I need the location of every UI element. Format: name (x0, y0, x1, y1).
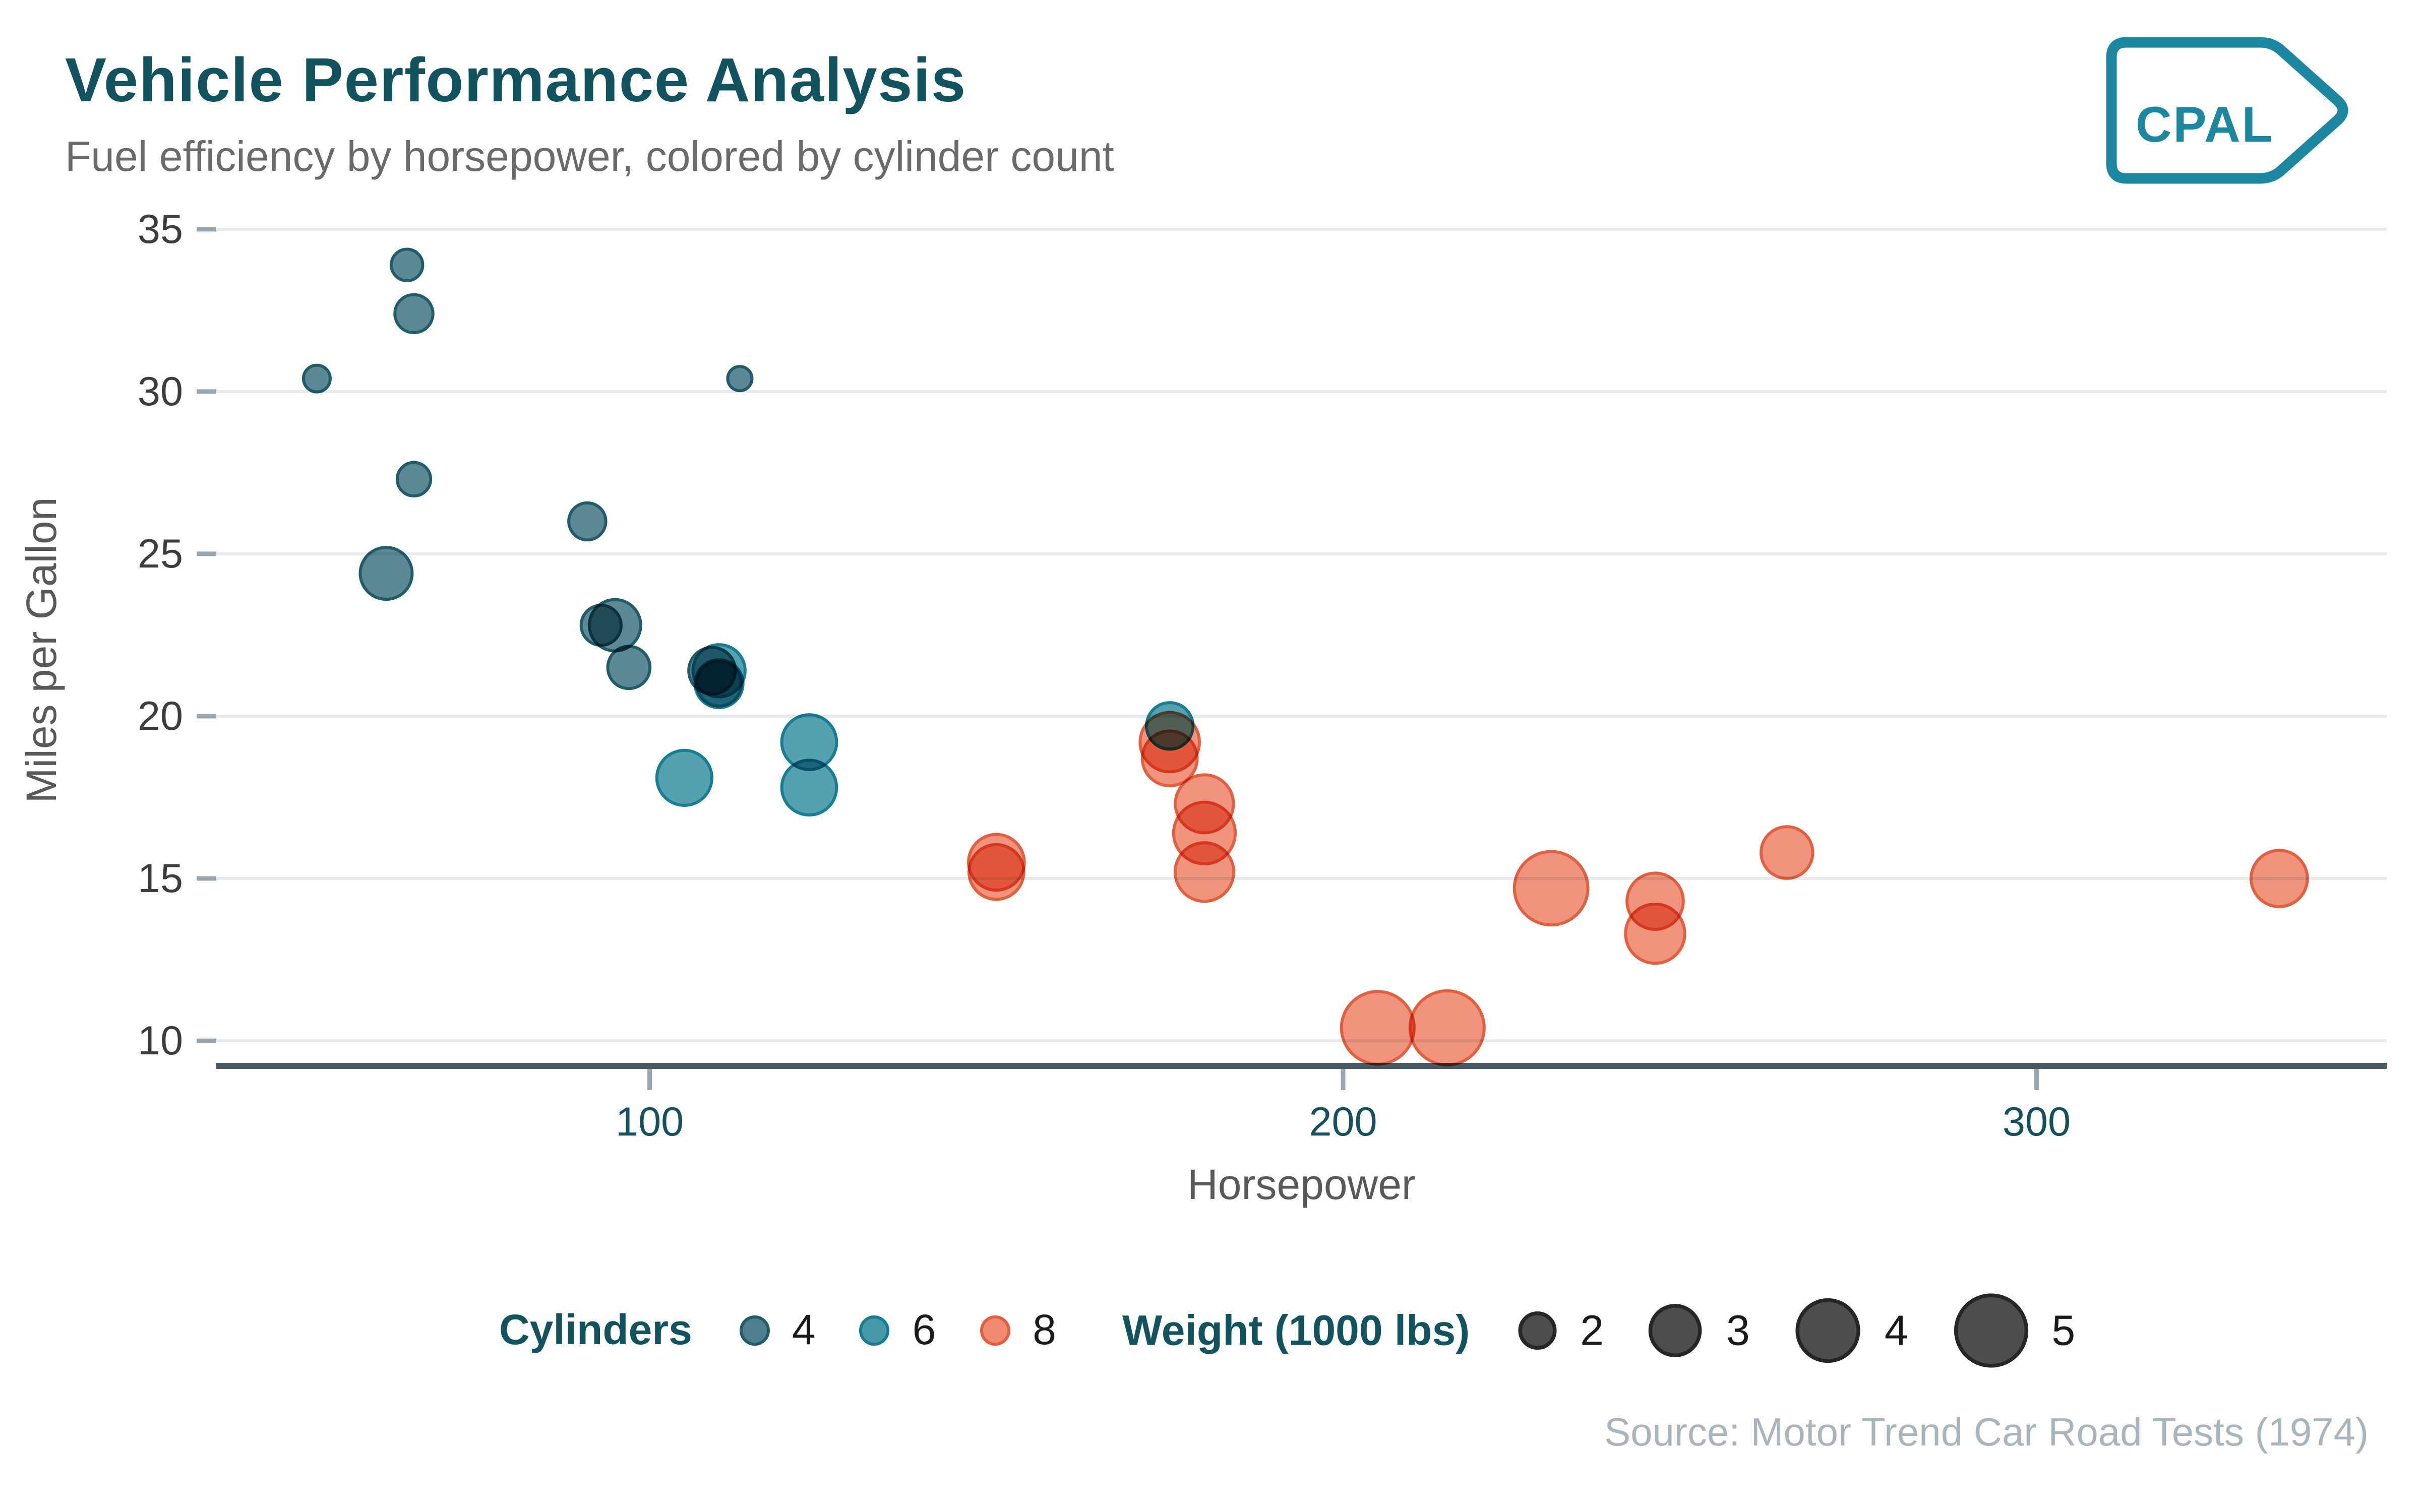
weight-2-circle-icon (1518, 1311, 1556, 1350)
data-point (567, 501, 608, 542)
cylinders-legend-label: 4 (792, 1306, 816, 1353)
data-point (1760, 825, 1814, 880)
data-point (587, 598, 642, 653)
data-point (1408, 989, 1486, 1066)
cylinder-6-dot (859, 1315, 890, 1346)
x-tick-label: 300 (2003, 1099, 2071, 1145)
data-point (1173, 841, 1236, 903)
weight-legend: Weight (1000 lbs) 2 3 4 5 (1122, 1291, 2118, 1371)
data-point (1624, 902, 1686, 965)
weight-4-circle-icon (1795, 1298, 1860, 1363)
data-point (606, 645, 652, 690)
weight-3-circle (1649, 1304, 1703, 1357)
cylinders-legend-item-6: 6 (858, 1306, 936, 1355)
cylinders-legend-label: 8 (1033, 1306, 1057, 1353)
y-tick-label: 20 (138, 694, 183, 739)
weight-legend-label: 3 (1726, 1306, 1750, 1353)
weight-legend-item-4: 4 (1792, 1295, 1908, 1366)
chart-subtitle: Fuel efficiency by horsepower, colored b… (65, 133, 1114, 180)
data-point (1340, 990, 1416, 1066)
cpal-logo-text: CPAL (2136, 96, 2274, 152)
cylinder-4-dot-icon (739, 1315, 769, 1346)
cylinder-4-dot (739, 1315, 769, 1346)
weight-legend-label: 5 (2051, 1306, 2076, 1353)
x-axis-title: Horsepower (1187, 1161, 1416, 1208)
weight-legend-item-2: 2 (1515, 1306, 1604, 1355)
source-caption: Source: Motor Trend Car Road Tests (1974… (1604, 1409, 2369, 1455)
data-point (726, 365, 754, 393)
y-tick-label: 10 (138, 1018, 183, 1063)
cylinder-8-dot (980, 1315, 1010, 1346)
weight-5-circle-icon (1953, 1293, 2028, 1368)
weight-4-circle (1795, 1298, 1860, 1363)
cylinders-legend-label: 6 (912, 1306, 936, 1353)
data-point (393, 293, 435, 335)
y-axis-title: Miles per Gallon (18, 497, 65, 803)
chart-title: Vehicle Performance Analysis (65, 45, 966, 115)
x-tick-label: 100 (616, 1099, 684, 1145)
data-point (395, 461, 433, 497)
weight-3-circle-icon (1649, 1304, 1703, 1357)
cylinders-legend-item-8: 8 (978, 1306, 1056, 1355)
y-tick-label: 30 (138, 369, 183, 414)
weight-legend-title: Weight (1000 lbs) (1122, 1306, 1470, 1353)
data-point (301, 363, 332, 394)
data-point (390, 247, 425, 282)
cylinders-legend: Cylinders 4 6 8 (499, 1306, 1099, 1355)
cpal-logo-tag-icon (2106, 37, 2348, 184)
data-point (2250, 849, 2309, 908)
weight-5-circle (1953, 1293, 2028, 1368)
data-point (780, 759, 838, 817)
cpal-logo: CPAL (2106, 37, 2348, 184)
data-point (358, 546, 414, 601)
y-tick-label: 25 (138, 531, 183, 577)
x-tick-label: 200 (1309, 1099, 1377, 1145)
weight-legend-label: 2 (1580, 1306, 1604, 1353)
weight-legend-item-3: 3 (1646, 1301, 1750, 1360)
data-point (687, 646, 737, 696)
data-point (655, 748, 713, 807)
y-tick-label: 35 (138, 207, 183, 252)
cylinder-8-dot-icon (980, 1315, 1010, 1346)
weight-legend-item-5: 5 (1951, 1291, 2076, 1371)
cylinders-legend-title: Cylinders (499, 1306, 692, 1353)
y-tick-label: 15 (138, 856, 183, 901)
weight-legend-label: 4 (1884, 1306, 1908, 1353)
data-point (1512, 850, 1590, 927)
data-point (967, 843, 1025, 901)
cylinders-legend-item-4: 4 (738, 1306, 816, 1355)
data-point (1174, 773, 1235, 835)
weight-2-circle (1518, 1311, 1556, 1350)
cylinder-6-dot-icon (859, 1315, 890, 1346)
data-point (1145, 701, 1195, 751)
